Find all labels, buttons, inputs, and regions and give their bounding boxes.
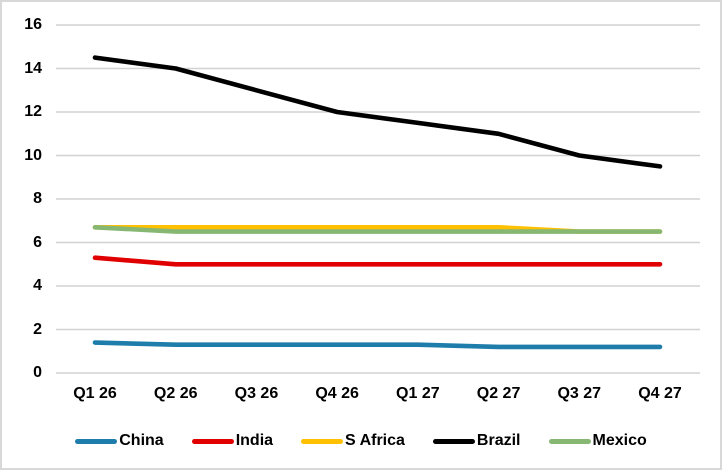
x-tick-label: Q2 26 [153,385,198,402]
legend-item-s-africa[interactable]: S Africa [301,430,405,452]
y-tick-label: 16 [24,16,42,33]
legend-label: S Africa [345,432,405,449]
y-tick-label: 8 [33,190,42,207]
series-line-mexico[interactable] [92,225,663,234]
y-tick-label: 14 [24,59,42,77]
legend-item-india[interactable]: India [191,430,274,452]
legend-item-china[interactable]: China [75,430,164,452]
series-line-india[interactable] [92,255,663,267]
x-tick-label: Q1 27 [396,385,440,402]
legend-swatch-icon [301,438,344,444]
series-line-china[interactable] [92,340,663,350]
y-tick-label: 4 [33,277,42,294]
legend-label: Brazil [476,432,521,449]
legend-label: China [119,432,164,449]
legend-item-mexico[interactable]: Mexico [548,430,647,452]
x-tick-label: Q3 27 [557,385,602,402]
legend-label: India [235,432,274,449]
x-tick-label: Q1 26 [73,385,117,402]
series-line-brazil[interactable] [92,55,663,169]
legend-swatch-icon [548,438,591,444]
y-tick-label: 12 [24,103,42,120]
y-tick-label: 2 [33,320,42,338]
x-tick-label: Q2 27 [476,385,521,402]
legend-label: Mexico [592,432,647,449]
legend-swatch-icon [191,438,234,444]
legend-swatch-icon [432,438,475,444]
x-tick-label: Q3 26 [234,385,279,402]
x-tick-label: Q4 26 [315,385,359,402]
x-tick-label: Q4 27 [638,385,682,402]
y-tick-label: 6 [33,233,42,251]
y-tick-label: 10 [24,146,42,164]
legend-swatch-icon [75,438,118,444]
legend: China India S Africa Brazil Mexico [2,430,720,452]
legend-item-brazil[interactable]: Brazil [432,430,521,452]
y-tick-label: 0 [33,364,42,381]
